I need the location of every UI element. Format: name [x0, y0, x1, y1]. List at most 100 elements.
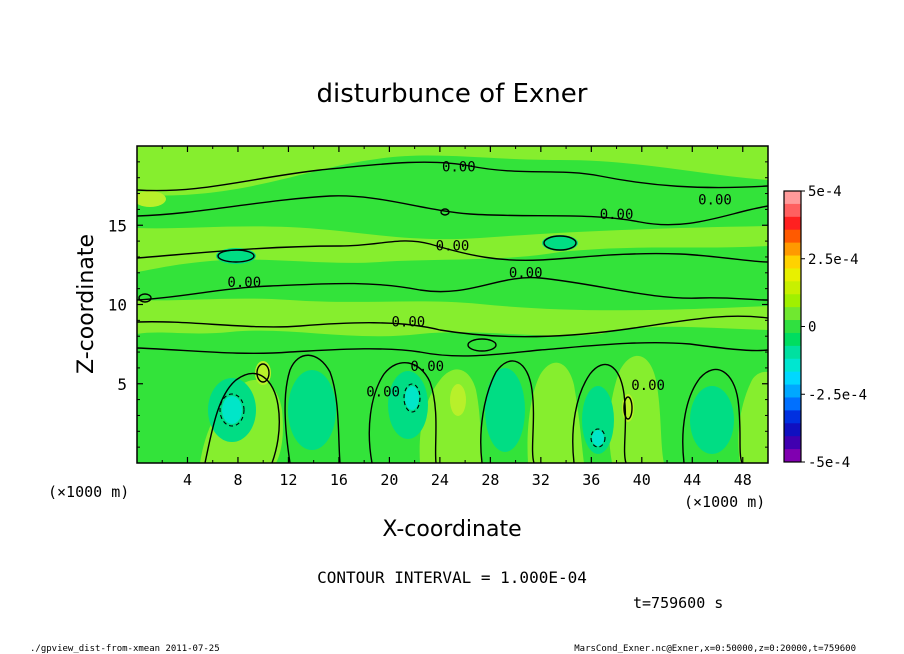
contour-plume-4 — [480, 360, 535, 463]
colorbar-segment — [784, 358, 801, 373]
contour-low — [137, 341, 768, 357]
y-tick-label: 5 — [117, 375, 127, 394]
contour-interval: CONTOUR INTERVAL = 1.000E-04 — [317, 568, 587, 587]
colorbar-segment — [784, 332, 801, 347]
x-tick-label: 44 — [683, 471, 701, 489]
y-tick-label: 10 — [108, 296, 127, 315]
x-axis-label: X-coordinate — [382, 517, 521, 542]
colorbar-segment — [784, 384, 801, 398]
colorbar-labels: 5e-4 2.5e-4 0 -2.5e-4 -5e-4 — [801, 184, 867, 471]
contour-small-5 — [256, 363, 270, 383]
x-tick-label: 20 — [380, 471, 398, 489]
x-tick-label: 24 — [431, 471, 449, 489]
contour-middle-2 — [137, 276, 768, 301]
blob-plume-2 — [450, 384, 466, 416]
contour-plume-2 — [284, 354, 341, 463]
contour-label: 0.00 — [391, 315, 425, 331]
region-upper-band — [137, 146, 768, 196]
x-tick-label: 16 — [330, 471, 348, 489]
core-5 — [592, 430, 604, 446]
x-tick-label: 8 — [233, 471, 242, 489]
x-tick-label: 48 — [734, 471, 752, 489]
contour-label: 0.00 — [442, 159, 476, 175]
colorbar-segment — [784, 371, 801, 386]
colorbar-segment — [784, 436, 801, 450]
x-tick-label: 4 — [183, 471, 192, 489]
cell-6 — [690, 386, 734, 454]
negative-regions — [208, 235, 734, 454]
colorbar-segment — [784, 397, 801, 411]
dashed-1 — [219, 393, 245, 427]
time-label: t=759600 s — [633, 594, 723, 612]
colorbar-segment — [784, 229, 801, 244]
colorbar-label: -5e-4 — [808, 455, 850, 471]
region-plume-5 — [738, 371, 768, 463]
dashed-2 — [403, 383, 421, 413]
y-axis-label: Z-coordinate — [74, 234, 99, 374]
colorbar-label: 0 — [808, 320, 816, 336]
colorbar-segment — [784, 203, 801, 218]
colorbar-segment — [784, 423, 801, 437]
dashed-3 — [590, 428, 606, 448]
x-unit-left: (×1000 m) — [48, 483, 129, 501]
contour-small-4 — [467, 338, 497, 352]
colorbar-segment — [784, 281, 801, 295]
contour-labels: 0.00 0.00 0.00 0.00 0.00 0.00 0.00 0.00 0.00 0.00 — [227, 159, 731, 400]
colorbar-label: -2.5e-4 — [808, 387, 867, 403]
y-tick-label: 15 — [108, 216, 127, 235]
contour-middle — [137, 240, 768, 263]
contour-small-3 — [440, 208, 450, 216]
contour-lines — [137, 161, 768, 463]
x-tick-label: 28 — [481, 471, 499, 489]
contour-lower — [137, 315, 768, 338]
contour-small-6 — [623, 396, 633, 420]
contour-small-7 — [138, 293, 152, 303]
region-plume-4 — [609, 355, 664, 463]
footer-left: ./gpview_dist-from-xmean 2011-07-25 — [30, 644, 220, 654]
colorbar-segment — [784, 345, 801, 360]
colorbar-segment — [784, 294, 801, 308]
colorbar-segment — [784, 216, 801, 231]
x-unit-right: (×1000 m) — [684, 493, 765, 511]
colorbar-label: 2.5e-4 — [808, 252, 859, 268]
footer-right: MarsCond_Exner.nc@Exner,x=0:50000,z=0:20… — [574, 644, 856, 654]
contour-small-1 — [217, 249, 255, 263]
x-tick-label: 36 — [582, 471, 600, 489]
strong-negative-regions — [222, 386, 604, 446]
plot-area: 0.00 0.00 0.00 0.00 0.00 0.00 0.00 0.00 0.00 0.00 — [137, 146, 768, 463]
colorbar-label: 5e-4 — [808, 184, 842, 200]
contour-plume-5 — [572, 363, 627, 463]
contour-label: 0.00 — [410, 359, 444, 375]
x-axis: 4 8 12 16 20 24 28 32 36 40 44 48 — [161, 146, 752, 489]
colorbar-segment — [784, 242, 801, 257]
cell-2 — [288, 370, 336, 450]
region-plume-3 — [527, 362, 584, 463]
colorbar-segment — [784, 255, 801, 269]
cell-upper-2 — [216, 248, 256, 264]
colorbar-segment — [784, 410, 801, 424]
colorbar-segment — [784, 320, 801, 334]
contour-plume-3 — [368, 361, 437, 463]
contour-label: 0.00 — [366, 384, 400, 400]
contour-upper — [137, 161, 768, 192]
colorbar-segment — [784, 449, 801, 463]
contour-label: 0.00 — [227, 275, 261, 291]
contour-plume-6 — [682, 368, 743, 463]
x-tick-label: 32 — [532, 471, 550, 489]
colorbar-segment — [784, 191, 801, 205]
contour-label: 0.00 — [436, 239, 470, 255]
region-mid-band — [137, 226, 768, 272]
positive-regions — [137, 146, 768, 463]
y-axis: 5 10 15 — [108, 161, 768, 448]
contour-small-2 — [543, 235, 577, 251]
contour-label: 0.00 — [631, 378, 665, 394]
chart-title: disturbunce of Exner — [317, 79, 588, 109]
contour-plume-1 — [204, 373, 281, 463]
dashed-contours — [219, 383, 606, 448]
cell-upper — [542, 235, 578, 251]
x-tick-label: 12 — [279, 471, 297, 489]
colorbar-segment — [784, 268, 801, 282]
x-tick-label: 40 — [633, 471, 651, 489]
colorbar-segment — [784, 307, 801, 321]
